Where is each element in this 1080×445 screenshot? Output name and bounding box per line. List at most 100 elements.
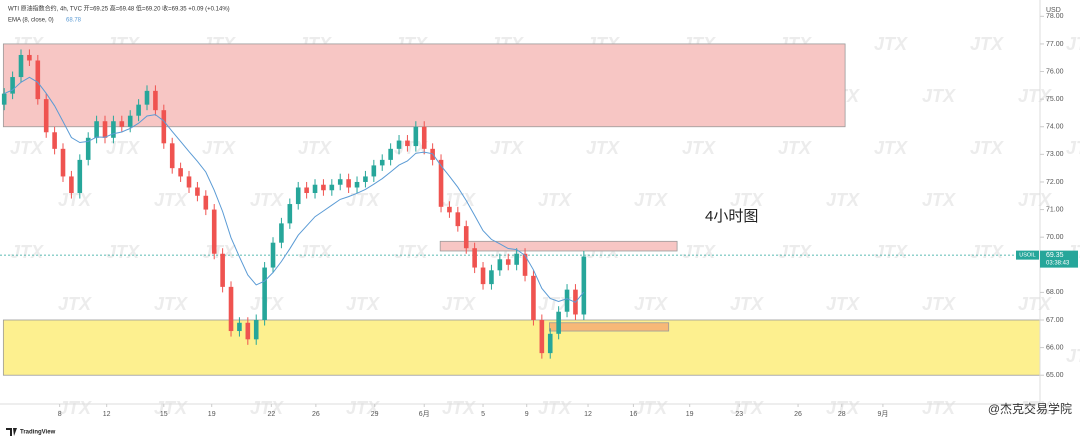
watermark: JTX <box>298 138 332 158</box>
watermark: JTX <box>682 242 716 262</box>
candle-body <box>60 148 66 177</box>
x-tick-label: 15 <box>160 411 168 418</box>
candle-body <box>161 110 167 144</box>
candle-body <box>119 121 125 127</box>
candle-body <box>35 60 41 100</box>
watermark: JTX <box>346 190 380 210</box>
watermark: JTX <box>154 294 188 314</box>
candle-body <box>94 121 99 138</box>
watermark: JTX <box>538 190 572 210</box>
watermark: JTX <box>202 242 236 262</box>
y-tick-label: 73.00 <box>1046 151 1064 158</box>
candle-body <box>472 248 477 268</box>
zone <box>2 319 1041 376</box>
y-tick-label: 65.00 <box>1046 372 1064 379</box>
watermark: JTX <box>1018 294 1052 314</box>
price-box <box>1040 250 1078 268</box>
watermark: JTX <box>1018 86 1052 106</box>
candle-body <box>405 140 410 147</box>
candle-body <box>438 159 444 207</box>
watermark: JTX <box>154 398 188 418</box>
watermark: JTX <box>58 398 92 418</box>
tv-logo-icon <box>6 428 17 436</box>
candle-body <box>153 90 158 111</box>
candle-body <box>531 275 536 320</box>
candle-body <box>43 99 49 133</box>
annotation: 4小时图 <box>705 208 758 225</box>
candle-body <box>195 187 200 196</box>
symbol-legend: WTI 原油指数合约, 4h, TVC 开=69.25 高=69.48 低=69… <box>8 5 230 13</box>
y-tick-label: 66.00 <box>1046 344 1064 351</box>
watermark: JTX <box>346 398 380 418</box>
x-tick-label: 9 <box>525 411 529 418</box>
candle-body <box>363 176 368 182</box>
watermark: JTX <box>634 294 668 314</box>
candle-body <box>111 121 116 138</box>
watermark: JTX <box>874 34 908 54</box>
watermark: JTX <box>1066 138 1080 158</box>
watermark: JTX <box>442 398 476 418</box>
candle-body <box>514 253 519 265</box>
candle-body <box>346 179 351 188</box>
x-tick-label: 6月 <box>419 410 430 418</box>
x-tick-label: 19 <box>208 411 216 418</box>
y-tick-label: 67.00 <box>1046 317 1064 324</box>
footer-credit: @杰克交易学院 <box>988 401 1072 416</box>
x-tick-label: 29 <box>371 411 379 418</box>
x-tick-label: 12 <box>584 411 592 418</box>
candle-body <box>52 132 57 149</box>
x-tick-label: 12 <box>103 411 111 418</box>
candle-body <box>421 126 427 149</box>
watermark: JTX <box>106 242 140 262</box>
watermark: JTX <box>442 190 476 210</box>
watermark: JTX <box>922 398 956 418</box>
candle-body <box>556 311 561 334</box>
watermark: JTX <box>730 398 764 418</box>
watermark: JTX <box>874 138 908 158</box>
y-tick-label: 70.00 <box>1046 234 1064 241</box>
candle-body <box>279 223 284 243</box>
candle-body <box>371 165 377 177</box>
candle-body <box>136 104 141 116</box>
candle-body <box>388 148 393 160</box>
watermark: JTX <box>922 294 956 314</box>
watermark: JTX <box>346 294 380 314</box>
watermark: JTX <box>1018 398 1052 418</box>
watermark: JTX <box>538 294 572 314</box>
candle-body <box>287 204 293 224</box>
watermark: JTX <box>826 190 860 210</box>
ema-last: 68.78 <box>66 18 82 24</box>
watermark: JTX <box>490 138 524 158</box>
candle-body <box>102 121 108 138</box>
candle-body <box>10 77 15 94</box>
watermark: JTX <box>634 190 668 210</box>
candle-body <box>463 226 469 249</box>
candle-body <box>220 253 225 287</box>
watermark: JTX <box>250 190 284 210</box>
candle-body <box>245 322 251 340</box>
y-tick-label: 78.00 <box>1046 13 1064 20</box>
x-tick-label: 23 <box>735 411 743 418</box>
candle-body <box>85 137 91 160</box>
watermark: JTX <box>922 86 956 106</box>
watermark: JTX <box>106 138 140 158</box>
zone <box>439 240 678 252</box>
zone <box>549 322 670 332</box>
x-tick-label: 5 <box>481 411 485 418</box>
watermark: JTX <box>250 294 284 314</box>
plot <box>0 49 1040 359</box>
x-tick-label: 8 <box>58 411 62 418</box>
candle-body <box>1 93 7 105</box>
candle-body <box>203 195 209 210</box>
candle-body <box>354 181 360 188</box>
watermark: JTX <box>826 398 860 418</box>
zones <box>2 43 1041 376</box>
watermark: JTX <box>922 190 956 210</box>
candle-body <box>321 184 326 191</box>
symbol-box <box>1016 250 1039 260</box>
x-tick-label: 9月 <box>877 410 888 418</box>
candle-body <box>144 90 150 105</box>
candle-body <box>489 270 494 285</box>
candle-body <box>270 242 276 268</box>
